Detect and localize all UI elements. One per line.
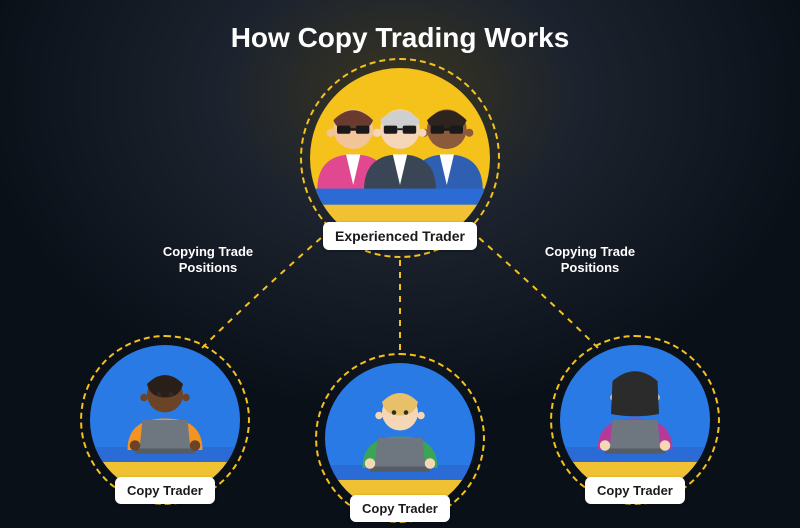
node-label-copy_right: Copy Trader	[585, 477, 685, 504]
node-circle-copy_left	[90, 345, 240, 495]
node-circle-experienced	[310, 68, 490, 248]
node-label-experienced: Experienced Trader	[323, 222, 477, 250]
edge-label: Copying TradePositions	[520, 244, 660, 277]
node-circle-copy_center	[325, 363, 475, 513]
node-label-copy_center: Copy Trader	[350, 495, 450, 522]
node-label-copy_left: Copy Trader	[115, 477, 215, 504]
node-circle-copy_right	[560, 345, 710, 495]
edge-label: Copying TradePositions	[138, 244, 278, 277]
page-title: How Copy Trading Works	[0, 22, 800, 54]
